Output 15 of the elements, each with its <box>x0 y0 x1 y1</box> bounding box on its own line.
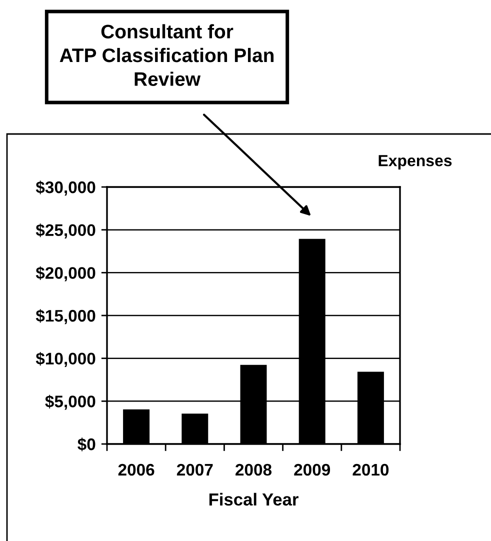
chart-title: Expenses <box>378 155 452 170</box>
y-tick-label: $10,000 <box>36 352 96 367</box>
x-tick-label: 2008 <box>236 464 272 476</box>
x-axis-title: Fiscal Year <box>209 492 298 506</box>
text: Consultant for ATP Classification Plan Review <box>60 24 274 86</box>
y-tick-label: $15,000 <box>36 309 96 324</box>
y-tick-label: $25,000 <box>36 224 96 238</box>
x-tick-label: 2009 <box>294 464 330 476</box>
x-tick-label: 2010 <box>352 464 389 476</box>
y-tick-label: $0 <box>78 438 96 452</box>
y-tick-label: $30,000 <box>36 180 96 196</box>
x-tick-label: 2007 <box>176 464 213 476</box>
y-tick-label: $20,000 <box>36 266 96 282</box>
y-tick-label: $5,000 <box>45 394 96 410</box>
x-tick-label: 2006 <box>118 464 154 476</box>
